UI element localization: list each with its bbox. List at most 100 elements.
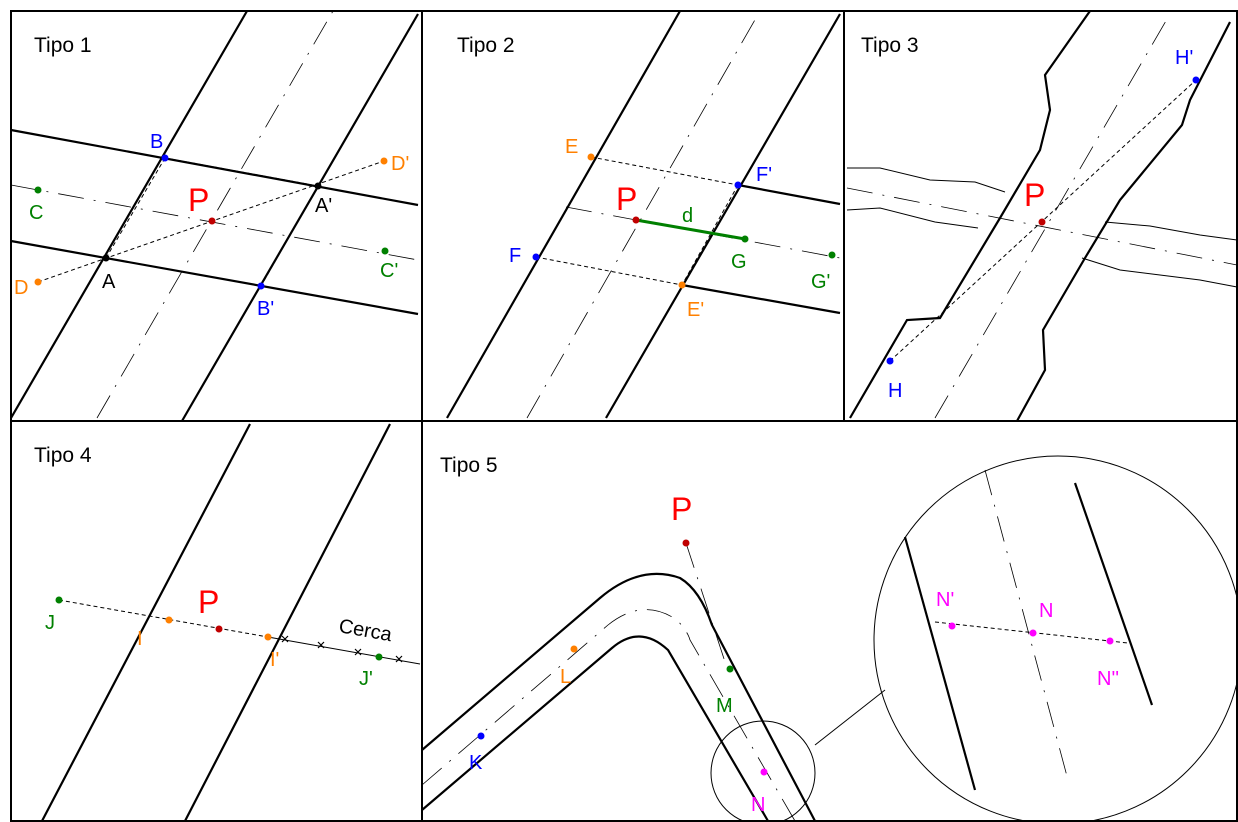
point-n-prime — [948, 622, 956, 630]
construction-line — [535, 256, 683, 286]
panel-title: Tipo 3 — [861, 34, 919, 57]
stream-edge-bottom-left — [846, 207, 979, 229]
label-f: F — [509, 245, 521, 267]
panel-title: Tipo 1 — [34, 34, 92, 57]
point-p — [215, 625, 223, 633]
point-n — [760, 768, 768, 776]
point-k — [477, 732, 485, 740]
label-g: G — [731, 251, 747, 273]
point-f-prime — [734, 181, 742, 189]
label-h: H — [888, 380, 902, 402]
label-d: D — [14, 277, 28, 299]
distance-d-segment — [635, 218, 746, 241]
construction-line — [934, 621, 1129, 644]
panel-tipo-3: Tipo 3 P H H' — [846, 10, 1238, 422]
point-c-prime — [381, 247, 389, 255]
zoom-road-axis — [984, 469, 1069, 781]
point-d-prime — [380, 157, 388, 165]
road-edge-right — [1016, 21, 1231, 422]
label-p: P — [198, 584, 219, 620]
point-p — [682, 539, 690, 547]
panel-tipo-1: Tipo 1 P A A' B B' C C' D D' — [10, 10, 419, 422]
zoom-circle — [873, 455, 1238, 822]
stream-edge-top-left — [847, 167, 1006, 193]
zoom-road-edge-left — [903, 536, 977, 791]
label-p: P — [1024, 177, 1045, 213]
stream-edge-bottom-right — [1081, 257, 1238, 288]
point-c — [34, 186, 42, 194]
road-edge-right — [605, 13, 841, 419]
label-b: B — [150, 131, 163, 153]
road-edge-left — [10, 10, 248, 419]
point-i-prime — [264, 633, 272, 641]
construction-line — [58, 599, 269, 638]
panel-tipo-4: Tipo 4 P I I' J J' Cerca — [34, 423, 421, 822]
label-cerca: Cerca — [337, 615, 394, 646]
label-d: d — [682, 205, 693, 227]
point-l — [570, 645, 578, 653]
point-g-prime — [828, 251, 836, 259]
point-n-double-prime — [1106, 637, 1114, 645]
panel-title: Tipo 5 — [440, 454, 498, 477]
label-c: C — [29, 202, 43, 224]
construction-line — [590, 156, 739, 186]
road-axis — [934, 13, 1171, 419]
label-n-double-prime: N'' — [1097, 668, 1119, 690]
point-g — [741, 235, 749, 243]
point-d — [34, 278, 42, 286]
point-e-prime — [678, 281, 686, 289]
construction-line — [164, 157, 319, 187]
label-p: P — [188, 182, 209, 218]
label-j: J — [45, 612, 55, 634]
point-h — [886, 357, 894, 365]
label-a: A — [102, 271, 116, 293]
road-edge-left — [41, 423, 251, 822]
point-p — [1038, 218, 1046, 226]
point-p — [632, 216, 640, 224]
side-road-edge-top — [737, 183, 841, 206]
road-edge-inner — [421, 635, 769, 822]
panel-title: Tipo 4 — [34, 444, 92, 467]
label-c-prime: C' — [380, 260, 398, 282]
panel-frames — [10, 10, 1238, 822]
fence-mark — [354, 648, 362, 656]
label-m: M — [716, 695, 733, 717]
label-e: E — [565, 136, 578, 158]
point-a — [102, 254, 110, 262]
road-axis — [96, 10, 334, 419]
outer-frame — [10, 10, 1238, 822]
road-edge-left — [849, 10, 1091, 419]
road-edge-right — [184, 423, 391, 822]
road-axis — [421, 609, 796, 822]
fence-marks — [281, 635, 403, 663]
label-p: P — [671, 491, 692, 527]
point-j — [55, 596, 63, 604]
zoom-source-circle — [710, 720, 816, 822]
point-e — [587, 153, 595, 161]
construction-line — [681, 184, 739, 286]
point-j-prime — [375, 653, 383, 661]
label-i: I — [137, 628, 143, 650]
label-g-prime: G' — [811, 271, 830, 293]
stream-edge-top-right — [1104, 221, 1238, 241]
axis-extension — [685, 542, 728, 669]
point-a-prime — [314, 182, 322, 190]
label-n-zoom: N — [1039, 600, 1053, 622]
label-j-prime: J' — [359, 668, 373, 690]
panel-title: Tipo 2 — [457, 34, 515, 57]
zoom-road-edge-right — [1073, 482, 1154, 706]
fence-mark — [395, 655, 403, 663]
point-h-prime — [1192, 76, 1200, 84]
point-p — [208, 217, 216, 225]
label-h-prime: H' — [1175, 47, 1193, 69]
label-l: L — [560, 666, 571, 688]
zoom-connector — [814, 689, 886, 746]
construction-line — [260, 185, 319, 287]
label-f-prime: F' — [756, 164, 772, 186]
panel-tipo-2: Tipo 2 P E E' F F' G G' d — [446, 10, 841, 419]
cross-road-edge-bottom — [10, 239, 419, 316]
fence-mark — [317, 641, 325, 649]
label-n: N — [751, 794, 765, 816]
